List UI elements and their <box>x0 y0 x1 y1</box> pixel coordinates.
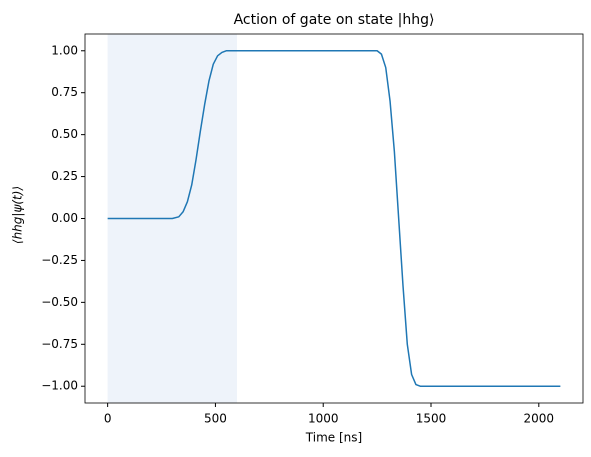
y-tick-label: −0.50 <box>41 295 78 309</box>
plot-frame <box>84 33 584 404</box>
chart-title: Action of gate on state |hhg⟩ <box>234 12 435 28</box>
y-tick-label: 0.50 <box>51 127 78 141</box>
x-tick-label: 0 <box>104 412 112 426</box>
x-tick-label: 500 <box>204 412 227 426</box>
y-tick-label: 0.75 <box>51 85 78 99</box>
y-tick-label: 0.00 <box>51 211 78 225</box>
y-tick-label: −1.00 <box>41 379 78 393</box>
y-tick-label: −0.75 <box>41 337 78 351</box>
x-tick-label: 2000 <box>524 412 555 426</box>
y-axis-label: ⟨hhg|ψ(t)⟩ <box>11 186 25 244</box>
x-tick-label: 1000 <box>308 412 339 426</box>
y-tick-label: −0.25 <box>41 253 78 267</box>
x-tick-label: 1500 <box>416 412 447 426</box>
data-line <box>107 50 561 387</box>
y-tick-label: 1.00 <box>51 43 78 57</box>
x-axis-label: Time [ns] <box>305 431 362 445</box>
y-tick-label: 0.25 <box>51 169 78 183</box>
